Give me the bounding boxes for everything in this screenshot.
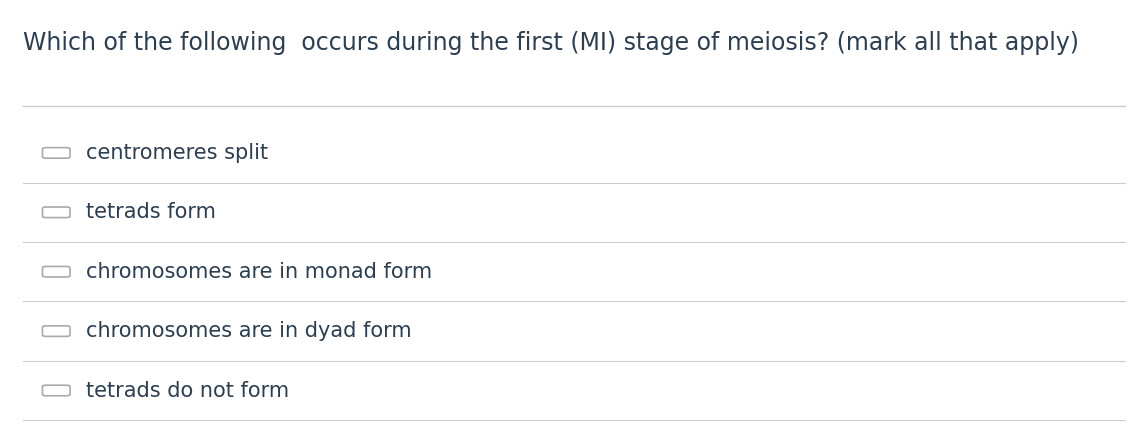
Text: Which of the following  occurs during the first (MI) stage of meiosis? (mark all: Which of the following occurs during the… (23, 31, 1079, 55)
FancyBboxPatch shape (42, 385, 70, 396)
Text: chromosomes are in dyad form: chromosomes are in dyad form (86, 321, 412, 341)
Text: tetrads do not form: tetrads do not form (86, 381, 289, 400)
Text: chromosomes are in monad form: chromosomes are in monad form (86, 262, 433, 282)
Text: centromeres split: centromeres split (86, 143, 269, 163)
FancyBboxPatch shape (42, 266, 70, 277)
FancyBboxPatch shape (42, 207, 70, 217)
FancyBboxPatch shape (42, 147, 70, 158)
FancyBboxPatch shape (42, 326, 70, 337)
Text: tetrads form: tetrads form (86, 202, 216, 222)
